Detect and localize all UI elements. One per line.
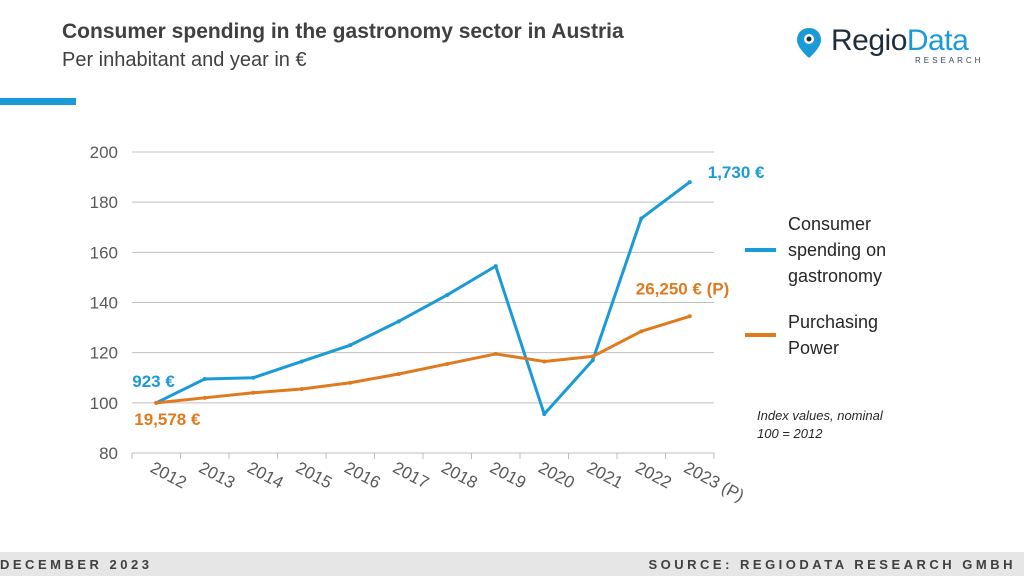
data-point — [202, 377, 207, 382]
data-point — [348, 380, 353, 385]
y-tick-label: 160 — [90, 243, 118, 262]
data-point — [542, 412, 547, 417]
location-pin-icon — [797, 28, 821, 58]
data-point — [542, 359, 547, 364]
x-tick-label: 2018 — [438, 458, 480, 493]
chart-subtitle: Per inhabitant and year in € — [62, 49, 307, 71]
data-point — [396, 371, 401, 376]
series-line-purchasing-power — [156, 314, 691, 405]
y-tick-label: 200 — [90, 143, 118, 162]
chart-note: Index values, nominal — [757, 408, 884, 423]
x-tick-label: 2019 — [487, 458, 529, 493]
x-tick-label: 2017 — [390, 458, 432, 493]
legend-label: Purchasing — [788, 312, 878, 332]
line-chart: 80 100 120 140 160 180 200 2012 2013 2014 2015 2016… — [90, 143, 886, 505]
logo-name-part1: Regio — [831, 24, 907, 57]
footer-date: DECEMBER 2023 — [0, 557, 153, 572]
logo-tagline: RESEARCH — [915, 56, 984, 65]
data-point — [348, 343, 353, 348]
x-tick-label: 2021 — [584, 458, 626, 493]
footer-source: SOURCE: REGIODATA RESEARCH GMBH — [648, 557, 1016, 572]
regiodata-logo: RegioData RESEARCH — [793, 22, 1003, 66]
x-tick-label: 2012 — [147, 458, 189, 493]
data-point — [299, 359, 304, 364]
data-point — [251, 390, 256, 395]
legend-label: spending on — [788, 240, 886, 260]
series-line-consumer-spending — [155, 180, 691, 416]
legend-label: Consumer — [788, 214, 871, 234]
logo-wordmark: RegioData — [831, 24, 969, 58]
legend-label: Power — [788, 338, 839, 358]
data-point — [687, 180, 692, 185]
data-point — [639, 216, 644, 221]
x-tick-label: 2014 — [244, 458, 286, 493]
data-point — [445, 361, 450, 366]
data-point — [590, 354, 595, 359]
y-tick-label: 100 — [90, 394, 118, 413]
data-point — [299, 387, 304, 392]
y-tick-label: 140 — [90, 294, 118, 313]
y-tick-label: 120 — [90, 344, 118, 363]
legend-label: gastronomy — [788, 266, 882, 286]
x-tick-label: 2022 — [632, 458, 674, 493]
chart-note: 100 = 2012 — [757, 426, 823, 441]
x-tick-label: 2023 (P) — [681, 458, 747, 505]
data-point — [590, 358, 595, 363]
data-point — [445, 292, 450, 297]
accent-bar — [0, 98, 76, 105]
x-tick-label: 2013 — [196, 458, 238, 493]
data-point — [493, 351, 498, 356]
data-label: 26,250 € (P) — [636, 279, 730, 298]
logo-name-part2: Data — [906, 24, 969, 57]
data-point — [202, 395, 207, 400]
data-point — [251, 375, 256, 380]
data-point — [493, 264, 498, 269]
data-point — [639, 329, 644, 334]
data-label: 1,730 € — [708, 163, 765, 182]
x-tick-label: 2020 — [535, 458, 577, 493]
y-tick-label: 80 — [99, 444, 118, 463]
data-point — [396, 319, 401, 324]
data-label: 19,578 € — [134, 410, 201, 429]
y-tick-label: 180 — [90, 193, 118, 212]
x-tick-label: 2015 — [293, 458, 335, 493]
chart-title: Consumer spending in the gastronomy sect… — [62, 20, 624, 43]
data-point — [687, 314, 692, 319]
footer-bar: DECEMBER 2023 SOURCE: REGIODATA RESEARCH… — [0, 552, 1024, 576]
data-label: 923 € — [132, 372, 175, 391]
x-tick-label: 2016 — [341, 458, 383, 493]
data-point — [154, 400, 159, 405]
